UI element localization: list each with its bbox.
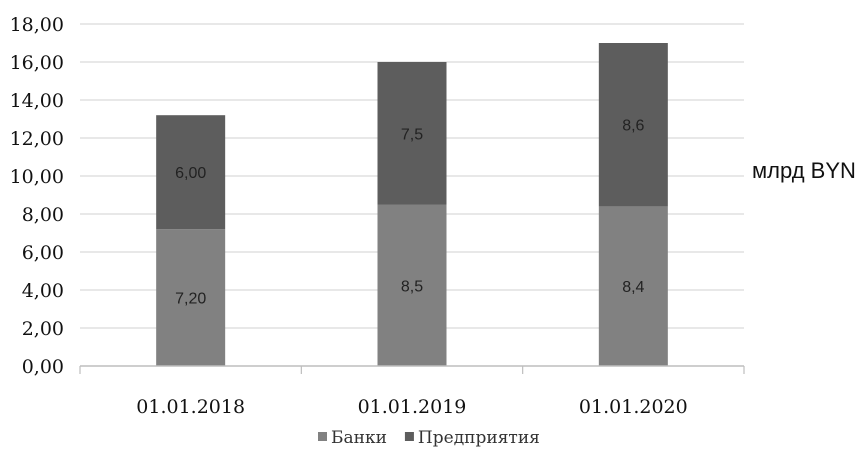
bar-segment [377,62,447,205]
data-label: 6,00 [175,165,206,182]
legend[interactable]: Банки Предприятия [318,428,540,448]
y-tick-label: 0,00 [22,356,64,378]
bar-segment [377,204,447,366]
bar-segment [598,206,668,366]
legend-label: Предприятия [418,428,540,448]
bar-segment [156,115,226,230]
legend-swatch [404,432,414,441]
data-label: 8,5 [401,278,423,295]
data-label: 8,4 [622,279,644,296]
x-axis-ticks: 01.01.2018 01.01.2019 01.01.2020 [79,366,745,418]
y-tick-label: 18,00 [10,14,64,36]
bar-segment [598,43,668,207]
y-tick-label: 6,00 [22,242,64,264]
legend-swatch [318,432,327,441]
y-tick-label: 16,00 [10,52,64,74]
y-tick-label: 12,00 [10,128,64,150]
y-tick-label: 4,00 [22,280,64,302]
data-label: 8,6 [622,118,644,135]
y-axis-unit-label: млрд BYN [752,158,856,183]
data-label: 7,5 [401,126,423,143]
y-tick-label: 2,00 [22,318,64,340]
x-tick-label: 01.01.2019 [358,396,467,418]
x-tick-label: 01.01.2020 [579,396,688,418]
bar-segment [156,229,226,366]
bars: 7,20 6,00 8,5 7,5 8,4 8,6 [156,43,668,366]
y-tick-label: 14,00 [10,90,64,112]
y-axis-ticks: 0,00 2,00 4,00 6,00 8,00 10,00 12,00 14,00 16,00… [10,14,64,378]
y-tick-label: 8,00 [22,204,64,226]
x-tick-label: 01.01.2018 [136,396,245,418]
data-label: 7,20 [175,291,206,308]
y-tick-label: 10,00 [10,166,64,188]
legend-label: Банки [331,428,387,448]
